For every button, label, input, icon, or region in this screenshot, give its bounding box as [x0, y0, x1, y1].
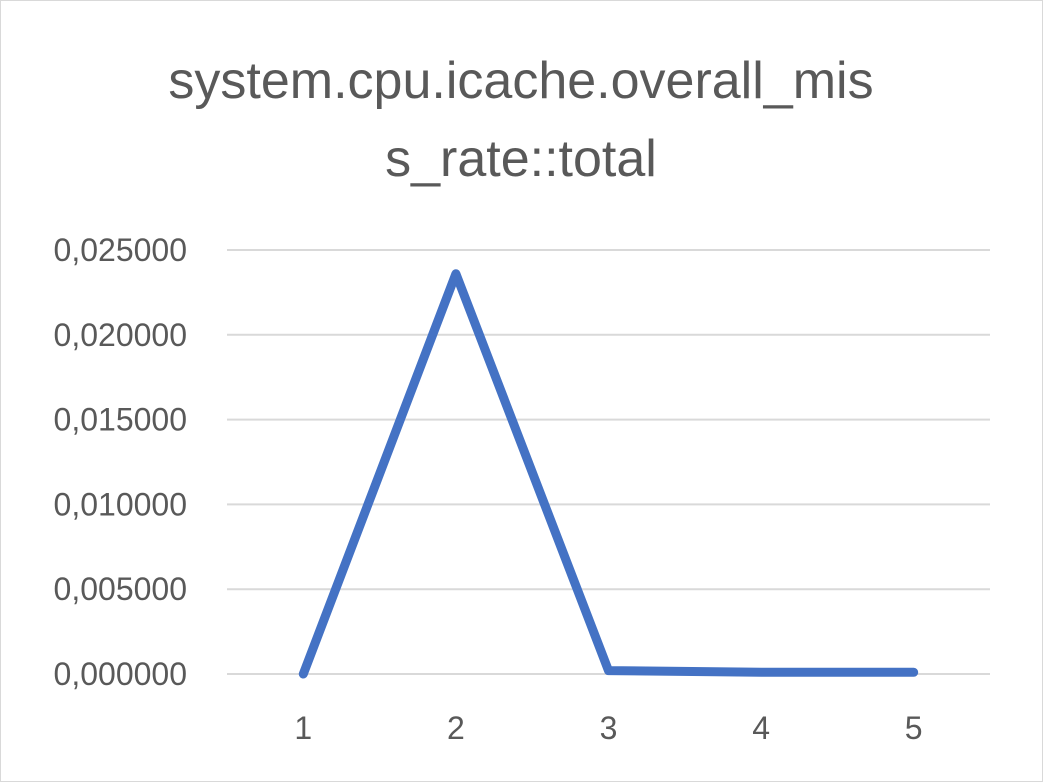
x-axis-tick-labels: 1 2 3 4 5 — [294, 710, 922, 746]
y-tick-label: 0,010000 — [54, 486, 187, 522]
chart-title-line-2: s_rate::total — [385, 130, 657, 188]
y-tick-label: 0,020000 — [54, 317, 187, 353]
y-tick-label: 0,015000 — [54, 402, 187, 438]
y-tick-label: 0,005000 — [54, 571, 187, 607]
x-tick-label: 1 — [294, 710, 312, 746]
series-line — [298, 269, 919, 679]
gridlines — [227, 249, 990, 675]
y-tick-label: 0,000000 — [54, 656, 187, 692]
y-axis-tick-labels: 0,000000 0,005000 0,010000 0,015000 0,020000… — [54, 232, 187, 692]
chart-title-line-1: system.cpu.icache.overall_mis — [168, 52, 873, 110]
x-tick-label: 5 — [905, 710, 923, 746]
x-tick-label: 3 — [600, 710, 618, 746]
x-tick-label: 2 — [447, 710, 465, 746]
y-tick-label: 0,025000 — [54, 232, 187, 268]
series-lines — [298, 269, 919, 679]
x-tick-label: 4 — [752, 710, 770, 746]
